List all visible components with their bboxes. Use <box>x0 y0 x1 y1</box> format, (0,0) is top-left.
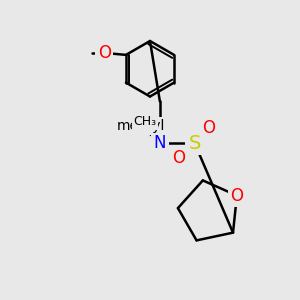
Text: S: S <box>188 134 201 153</box>
Text: methyl: methyl <box>117 119 165 133</box>
Text: O: O <box>98 44 111 62</box>
Text: O: O <box>172 149 185 167</box>
Text: methyl: methyl <box>140 123 145 124</box>
Text: O: O <box>202 119 215 137</box>
Text: O: O <box>230 187 243 205</box>
Text: N: N <box>154 134 166 152</box>
Text: CH₃: CH₃ <box>134 115 157 128</box>
